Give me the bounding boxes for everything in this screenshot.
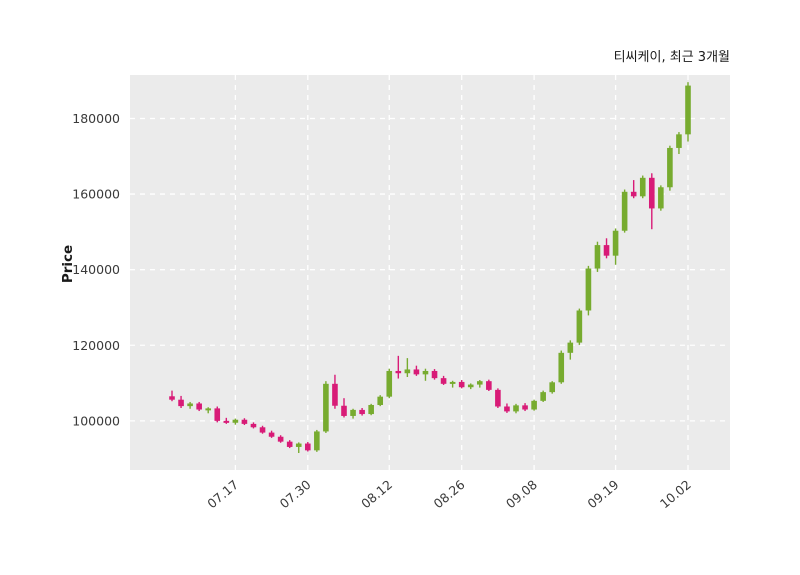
- candle-body: [558, 352, 565, 383]
- candle-body: [286, 441, 293, 447]
- candle-body: [241, 419, 248, 424]
- x-tick-label: 10.02: [657, 477, 694, 512]
- y-tick-label: 100000: [72, 413, 120, 428]
- candle-body: [304, 443, 311, 451]
- candle-body: [612, 230, 619, 256]
- candle-body: [341, 405, 347, 416]
- candle-body: [431, 370, 438, 379]
- candle-body: [467, 384, 474, 388]
- x-tick-label: 08.12: [358, 477, 395, 512]
- candle-body: [205, 408, 212, 411]
- plot-area: [130, 75, 730, 470]
- x-tick-label: 07.30: [277, 477, 314, 512]
- candle-body: [585, 268, 592, 311]
- y-axis-label: Price: [60, 244, 76, 284]
- candle-body: [513, 405, 519, 412]
- candle-body: [232, 419, 239, 423]
- candle-body: [639, 177, 646, 197]
- candle-body: [413, 369, 420, 375]
- x-tick-label: 07.17: [204, 477, 241, 512]
- y-tick-label: 160000: [72, 187, 120, 202]
- candle-body: [404, 369, 411, 374]
- candle-body: [323, 383, 329, 432]
- y-tick-label: 180000: [72, 111, 120, 126]
- candle-body: [522, 405, 528, 410]
- candle-body: [603, 245, 610, 256]
- candle-body: [422, 370, 429, 375]
- candle-body: [685, 85, 691, 135]
- candle-body: [495, 389, 501, 407]
- chart-title: 티씨케이, 최근 3개월: [613, 50, 730, 65]
- candle-body: [440, 378, 447, 384]
- candle-body: [332, 383, 338, 406]
- candle-body: [295, 443, 302, 447]
- candle-body: [630, 191, 637, 197]
- y-tick-label: 120000: [72, 338, 120, 353]
- candle-body: [169, 396, 175, 400]
- candle-body: [386, 370, 393, 397]
- candle-body: [458, 381, 465, 388]
- candle-body: [250, 423, 257, 428]
- x-tick-label: 08.26: [431, 477, 468, 512]
- candle-body: [531, 400, 537, 410]
- candle-body: [486, 381, 492, 390]
- candle-body: [187, 403, 193, 407]
- candle-body: [268, 432, 275, 437]
- y-tick-label: 140000: [72, 262, 120, 277]
- candle-body: [504, 406, 510, 412]
- candle-body: [594, 245, 601, 269]
- candle-body: [259, 427, 266, 433]
- candle-body: [277, 436, 284, 442]
- candle-body: [549, 382, 556, 393]
- candle-body: [658, 187, 664, 209]
- candle-body: [368, 404, 374, 415]
- candle-body: [214, 408, 221, 421]
- x-tick-label: 09.08: [503, 477, 540, 512]
- candle-body: [648, 177, 655, 209]
- candle-body: [676, 134, 682, 148]
- candle-body: [395, 370, 402, 374]
- candle-body: [567, 342, 574, 353]
- candle-body: [350, 409, 356, 416]
- candle-body: [476, 381, 483, 385]
- x-tick-label: 09.19: [584, 477, 621, 512]
- candle-body: [540, 392, 546, 401]
- candle-body: [196, 403, 202, 410]
- candle-body: [576, 310, 583, 343]
- candle-body: [449, 381, 456, 384]
- candle-body: [359, 409, 365, 415]
- candle-body: [178, 399, 184, 407]
- candle-body: [377, 396, 384, 405]
- candle-body: [621, 191, 628, 231]
- candle-body: [314, 431, 320, 451]
- candle-body: [667, 147, 673, 188]
- candle-body: [223, 420, 230, 423]
